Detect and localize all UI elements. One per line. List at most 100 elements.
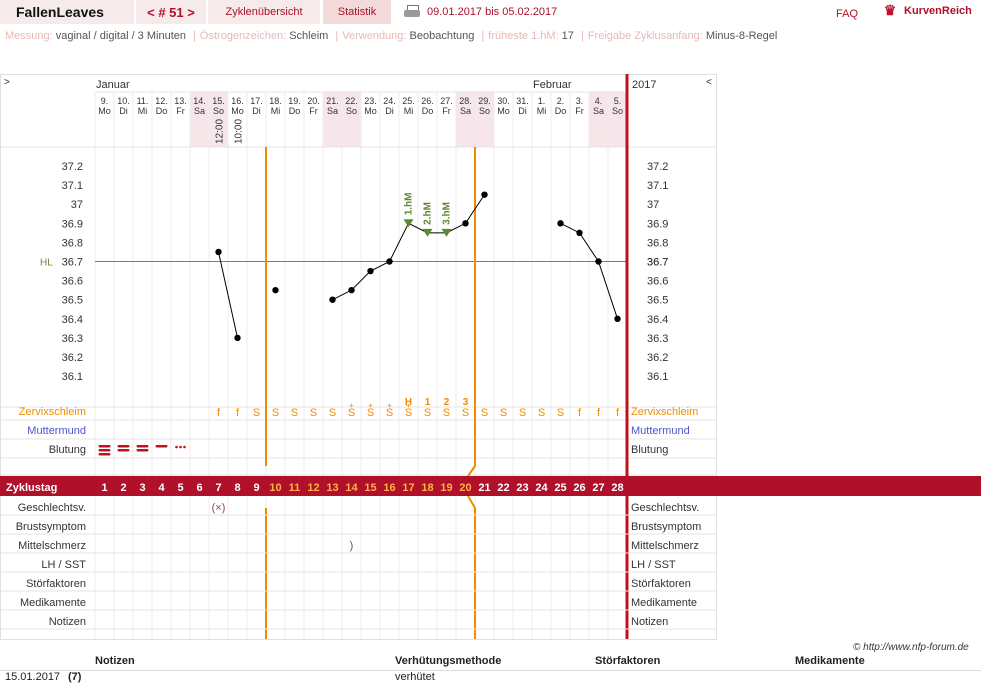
weekday-label: Fr (309, 106, 318, 116)
temperature-point (462, 220, 469, 227)
weekend-shade (323, 92, 342, 147)
tab-cycle-overview[interactable]: Zyklenübersicht (208, 0, 320, 24)
date-label: 17. (250, 96, 263, 106)
temperature-point (348, 286, 355, 294)
row-label-right: Medikamente (631, 597, 697, 609)
spotting-dot (183, 445, 186, 449)
cycle-navigator[interactable]: < # 51 > (136, 0, 206, 24)
kurvenreich-logo[interactable]: ♛ KurvenReich (880, 3, 972, 18)
weekday-label: Di (385, 106, 394, 116)
settings-info-line: Messung: vaginal / digital / 3 Minuten |… (5, 30, 777, 42)
row-label-left: LH / SST (41, 559, 86, 571)
info-value: Minus-8-Regel (705, 30, 778, 42)
weekday-label: Di (518, 106, 527, 116)
top-bar: FallenLeaves < # 51 > Zyklenübersicht St… (0, 0, 981, 26)
temp-tick-right: 37.1 (647, 180, 668, 192)
temperature-point (215, 248, 222, 256)
date-label: 21. (326, 96, 339, 106)
row-label-right: Geschlechtsv. (631, 502, 699, 514)
mucus-value: S (386, 407, 393, 419)
spotting-dot (179, 445, 182, 449)
weekday-label: Do (289, 106, 301, 116)
mucus-value: f (217, 407, 221, 419)
temp-tick-left: 37.1 (62, 180, 83, 192)
temp-tick-right: 36.4 (647, 314, 668, 326)
high-mark-label: 2.hM (423, 202, 434, 225)
mucus-plus: + (406, 401, 411, 410)
mucus-value: f (616, 407, 620, 419)
temp-tick-right: 36.2 (647, 352, 668, 364)
row-label-right: Mittelschmerz (631, 540, 699, 552)
weekday-label: Mo (98, 106, 111, 116)
weekday-label: Di (119, 106, 128, 116)
date-label: 5. (614, 96, 622, 106)
temperature-point (329, 296, 336, 303)
month-january: Januar (96, 79, 130, 91)
info-key: Freigabe Zyklusanfang: (587, 30, 706, 42)
faq-link[interactable]: FAQ (836, 8, 859, 20)
cycle-day-number: 7 (215, 482, 221, 494)
user-name: FallenLeaves (0, 0, 134, 24)
cycle-day-number: 13 (326, 482, 338, 494)
temp-tick-left: 36.5 (62, 295, 83, 307)
weekday-label: So (213, 106, 224, 116)
date-label: 26. (421, 96, 434, 106)
cycle-day-number: 17 (402, 482, 414, 494)
temperature-point (481, 191, 488, 198)
date-label: 15. (212, 96, 225, 106)
weekday-label: Sa (593, 106, 604, 116)
mucus-value: f (236, 407, 240, 419)
cycle-day-number: 10 (269, 482, 281, 494)
date-label: 4. (595, 96, 603, 106)
cycle-chart: > Januar Februar 2017 <9.Mo10.Di11.Mi12.Do13… (0, 74, 981, 640)
bleeding-mark (117, 445, 130, 448)
date-label: 11. (137, 96, 149, 106)
note-day: (7) (68, 671, 82, 683)
weekday-label: Do (422, 106, 434, 116)
nav-next-button[interactable]: < (706, 77, 712, 88)
info-value: vaginal / digital / 3 Minuten (55, 30, 190, 42)
cycle-day-number: 21 (478, 482, 490, 494)
mucus-value: S (519, 407, 526, 419)
mucus-value: f (597, 407, 601, 419)
printer-icon[interactable] (404, 5, 420, 19)
row-label-right: LH / SST (631, 559, 676, 571)
separator: | (193, 30, 196, 42)
mucus-value: S (481, 407, 488, 419)
date-label: 2. (557, 96, 565, 106)
temperature-point (557, 220, 564, 227)
date-label: 13. (174, 96, 187, 106)
intercourse-protected-icon: (×) (212, 502, 226, 514)
cycle-day-number: 28 (611, 482, 623, 494)
temperature-point (367, 267, 374, 275)
mucus-value: S (500, 407, 507, 419)
row-label-right: Notizen (631, 616, 668, 628)
bleeding-mark (98, 453, 111, 456)
copyright-credit: © http://www.nfp-forum.de (853, 642, 969, 653)
cycle-day-number: 22 (497, 482, 509, 494)
nav-prev-button[interactable]: > (4, 77, 10, 88)
col-method: Verhütungsmethode (395, 655, 502, 667)
weekday-label: Sa (194, 106, 205, 116)
cycle-day-number: 12 (307, 482, 319, 494)
mucus-value: S (367, 407, 374, 419)
date-label: 29. (478, 96, 491, 106)
tab-statistics[interactable]: Statistik (323, 0, 391, 24)
mittelschmerz-icon: ) (350, 540, 354, 552)
date-label: 3. (576, 96, 584, 106)
date-label: 19. (288, 96, 301, 106)
mucus-count: 3 (463, 397, 469, 408)
temp-tick-right: 36.8 (647, 237, 668, 249)
cycle-day-number: 16 (383, 482, 395, 494)
date-label: 16. (231, 96, 244, 106)
mucus-value: S (462, 407, 469, 419)
info-key: Verwendung: (342, 30, 410, 42)
mucus-plus: + (368, 401, 373, 410)
weekday-label: Mi (537, 106, 547, 116)
temperature-point (576, 229, 583, 237)
date-label: 10. (117, 96, 130, 106)
month-february: Februar (533, 79, 572, 91)
temperature-point (234, 334, 241, 342)
high-mark-triangle (422, 228, 433, 237)
mucus-count: H (405, 397, 412, 408)
